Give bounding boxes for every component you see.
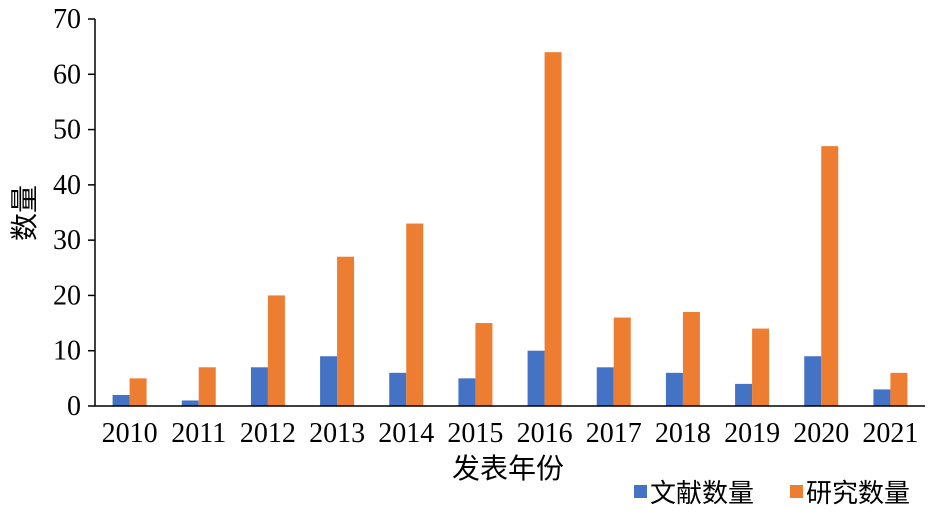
bars-group [112,52,908,407]
y-tick-label: 30 [53,225,81,256]
legend: 文献数量 研究数量 [634,479,910,509]
bar-series-2-2012 [267,295,285,406]
x-tick-label: 2014 [378,418,434,449]
x-tick-label: 2010 [102,418,158,449]
bar-series-1-2016 [527,350,545,406]
y-axis-title: 数量 [8,185,41,241]
bar-series-2-2015 [475,323,493,406]
bar-series-1-2021 [873,389,891,406]
bar-series-2-2017 [613,317,631,406]
bar-series-2-2019 [752,328,770,406]
bar-series-1-2020 [804,356,822,406]
bar-series-1-2010 [112,394,130,406]
bar-series-2-2011 [198,367,216,406]
x-tick-label: 2021 [862,418,918,449]
y-tick-label: 0 [67,391,81,422]
legend-label-series-1: 文献数量 [650,479,754,509]
y-tick-label: 10 [53,336,81,367]
bar-series-2-2018 [682,312,700,406]
y-tick-label: 70 [53,4,81,35]
bar-series-1-2014 [389,372,407,406]
bar-series-1-2018 [665,372,683,406]
bar-series-1-2015 [458,378,476,406]
bar-series-1-2019 [735,383,753,406]
x-tick-label: 2016 [517,418,573,449]
legend-label-series-2: 研究数量 [806,479,910,509]
y-tick-label: 20 [53,280,81,311]
legend-swatch-series-2 [790,485,803,498]
bar-series-1-2017 [596,367,614,406]
bar-series-2-2016 [544,52,562,407]
bar-series-2-2010 [129,378,147,406]
x-tick-label: 2011 [171,418,226,449]
y-axis-ticks: 0 10 20 30 40 50 60 70 [53,4,95,422]
bar-series-2-2021 [890,372,908,406]
legend-swatch-series-1 [634,485,647,498]
bar-series-1-2012 [250,367,268,406]
bar-series-1-2011 [181,400,199,406]
x-tick-label: 2015 [447,418,503,449]
y-tick-label: 60 [53,59,81,90]
bar-series-2-2014 [406,223,424,406]
x-tick-label: 2019 [724,418,780,449]
x-tick-label: 2013 [309,418,365,449]
bar-series-2-2020 [821,146,839,406]
x-axis-title: 发表年份 [452,452,564,485]
x-axis-ticks: 2010 2011 2012 2013 2014 2015 2016 2017 2018 2019… [102,418,919,449]
x-tick-label: 2017 [586,418,642,449]
x-tick-label: 2020 [793,418,849,449]
y-tick-label: 50 [53,115,81,146]
bar-series-2-2013 [337,256,355,406]
bar-series-1-2013 [320,356,338,406]
y-tick-label: 40 [53,170,81,201]
x-tick-label: 2012 [240,418,296,449]
x-tick-label: 2018 [655,418,711,449]
